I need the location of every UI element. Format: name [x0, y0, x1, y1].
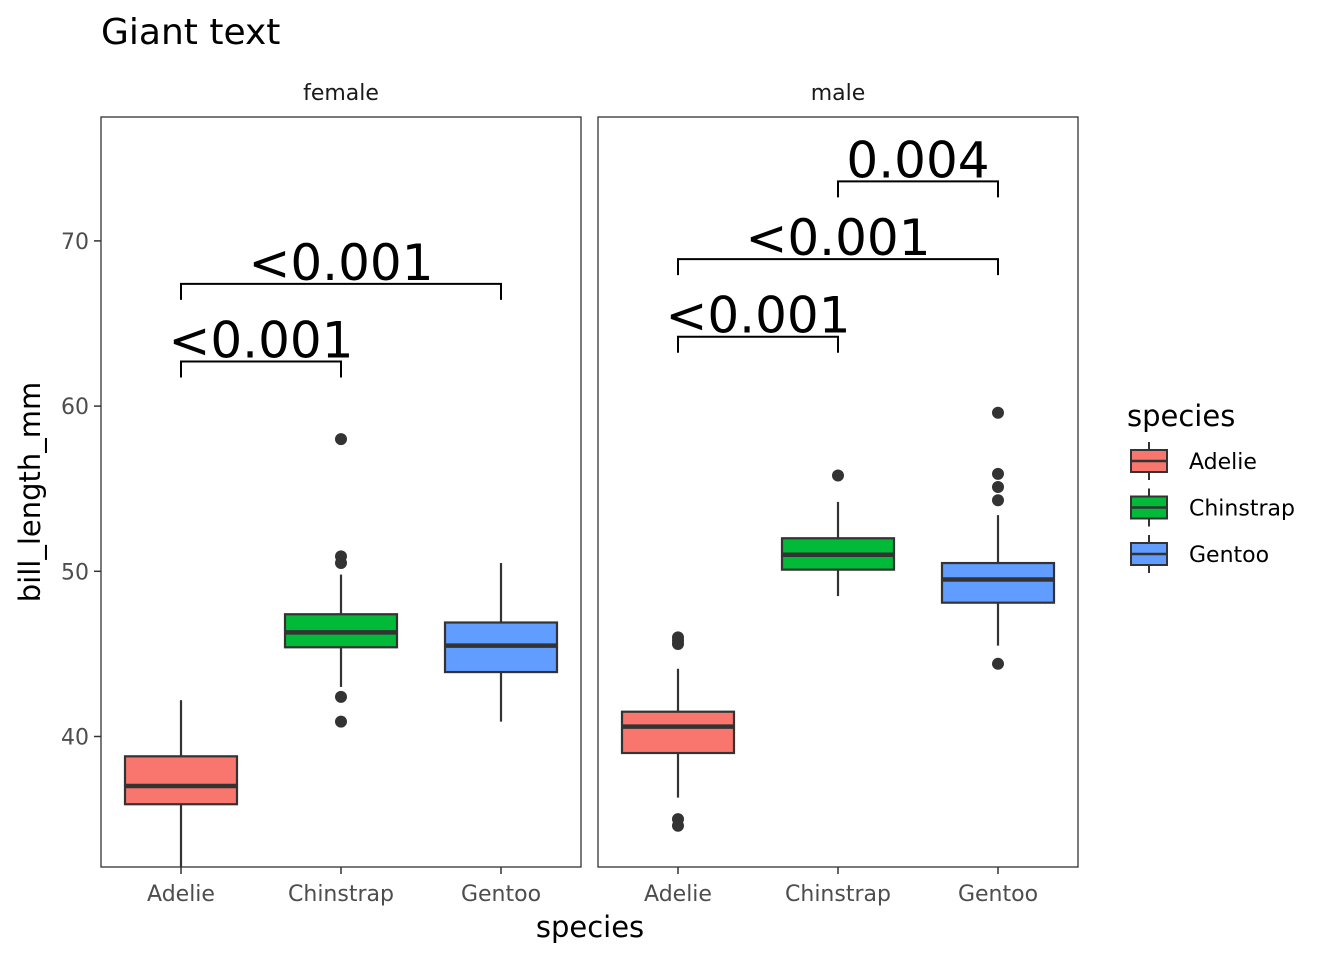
x-tick-label: Chinstrap	[785, 882, 891, 907]
legend-item-Gentoo: Gentoo	[1130, 535, 1269, 573]
box-male-Gentoo	[940, 406, 1056, 670]
box-iqr	[620, 710, 736, 755]
y-axis-title: bill_length_mm	[13, 382, 47, 603]
comparison-Adelie-Chinstrap: <0.001	[665, 287, 851, 353]
comparison-Adelie-Gentoo: <0.001	[180, 234, 502, 300]
x-axis-title: species	[536, 910, 644, 944]
outlier-point	[992, 657, 1004, 670]
facet-panel-female: female <0.001 <0.001 Adelie Chinstrap Gentoo	[100, 81, 582, 907]
comparison-Adelie-Gentoo: <0.001	[677, 209, 999, 276]
x-tick-label: Chinstrap	[288, 882, 394, 907]
comparison-bracket	[677, 258, 999, 276]
box-female-Adelie	[123, 700, 239, 867]
y-tick-label: 60	[61, 395, 89, 420]
comparison-Adelie-Chinstrap: <0.001	[168, 311, 354, 378]
legend-label: Gentoo	[1189, 543, 1269, 568]
outlier-point	[672, 631, 684, 644]
chart-title: Giant text	[101, 12, 280, 53]
y-tick-label: 40	[61, 725, 89, 750]
facet-label-male: male	[811, 81, 866, 106]
legend-item-Chinstrap: Chinstrap	[1130, 488, 1295, 527]
comparison-pvalue: <0.001	[665, 287, 850, 345]
x-tick-label: Gentoo	[461, 882, 541, 907]
box-male-Chinstrap	[780, 469, 896, 597]
legend-title: species	[1127, 399, 1235, 433]
outlier-point	[992, 406, 1004, 419]
comparison-bracket	[180, 282, 502, 300]
comparison-bracket	[180, 360, 342, 378]
outlier-point	[335, 715, 347, 728]
outlier-point	[335, 550, 347, 563]
comparison-pvalue: 0.004	[846, 131, 989, 189]
outlier-point	[992, 494, 1004, 507]
legend-label: Chinstrap	[1189, 497, 1295, 522]
outlier-point	[992, 481, 1004, 494]
legend-item-Adelie: Adelie	[1130, 442, 1257, 480]
comparison-bracket	[677, 335, 839, 353]
outlier-point	[832, 469, 844, 482]
outlier-point	[672, 813, 684, 826]
box-iqr	[940, 561, 1056, 604]
x-tick-label: Gentoo	[958, 882, 1038, 907]
outlier-point	[992, 467, 1004, 480]
comparison-Chinstrap-Gentoo: 0.004	[837, 131, 999, 198]
legend: species Adelie Chinstrap Gentoo	[1127, 399, 1295, 573]
y-tick-label: 50	[61, 560, 89, 585]
facet-panel-male: male <0.001 <0.001 0.004 Adelie Chinstrap Gent…	[597, 81, 1079, 907]
box-male-Adelie	[620, 631, 736, 832]
y-tick-label: 70	[61, 230, 89, 255]
panel-border	[100, 116, 582, 868]
box-iqr	[123, 755, 239, 806]
comparison-bracket	[837, 180, 999, 198]
x-tick-label: Adelie	[147, 882, 215, 907]
comparison-pvalue: <0.001	[168, 311, 353, 369]
box-female-Chinstrap	[283, 433, 399, 728]
comparison-pvalue: <0.001	[745, 209, 930, 267]
x-tick-label: Adelie	[644, 882, 712, 907]
outlier-point	[335, 690, 347, 703]
legend-label: Adelie	[1189, 450, 1257, 475]
comparison-pvalue: <0.001	[248, 234, 433, 292]
box-female-Gentoo	[443, 563, 559, 722]
outlier-point	[335, 433, 347, 446]
facet-label-female: female	[303, 81, 379, 106]
